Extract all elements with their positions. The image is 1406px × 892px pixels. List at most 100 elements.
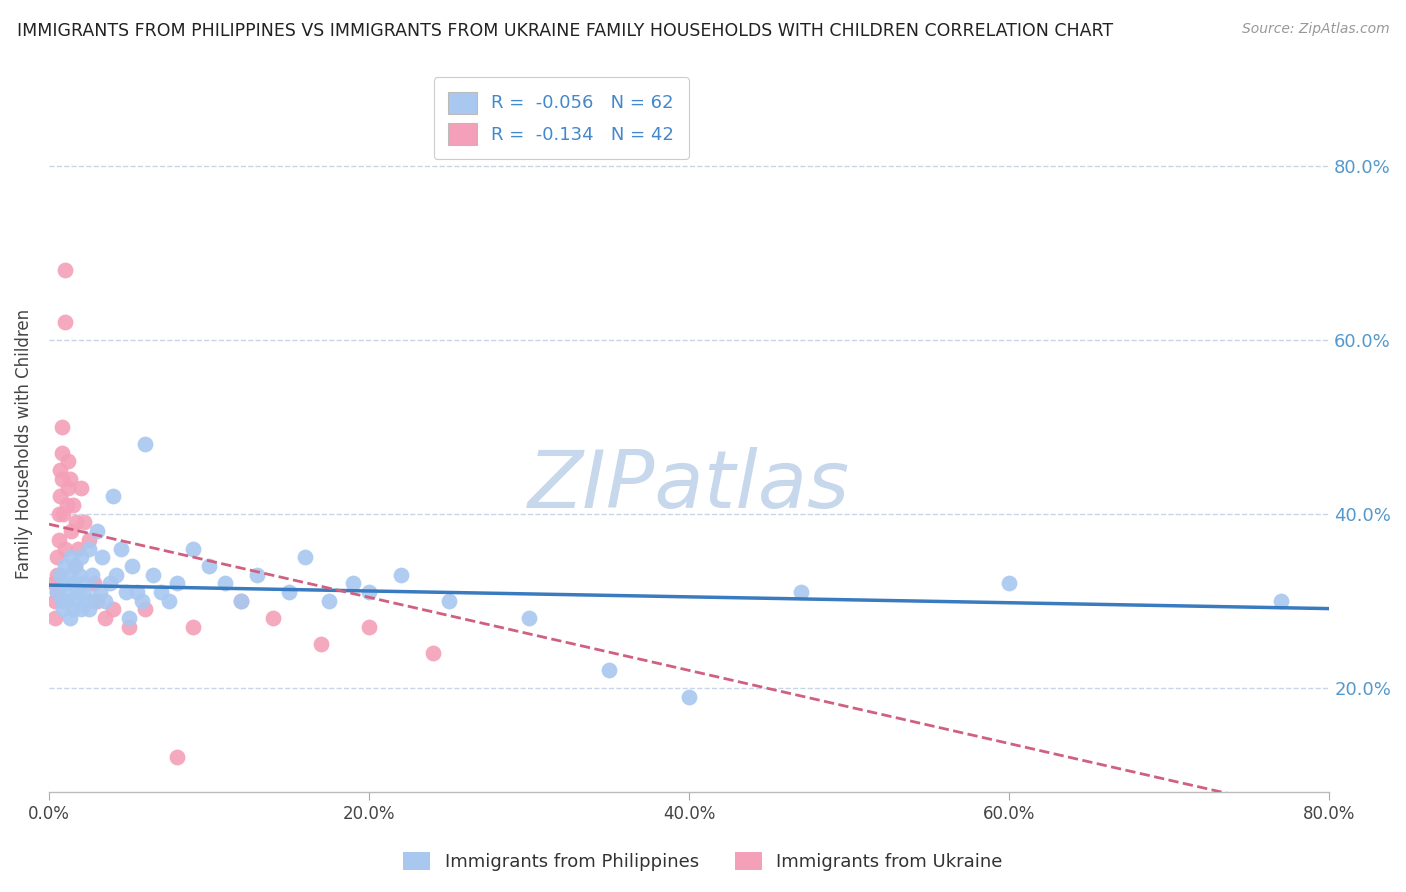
Point bbox=[55, 498, 77, 512]
Point bbox=[134, 437, 156, 451]
Y-axis label: Family Households with Children: Family Households with Children bbox=[15, 309, 32, 579]
Point bbox=[181, 620, 204, 634]
Point bbox=[46, 550, 69, 565]
Point bbox=[98, 576, 121, 591]
Legend: R =  -0.056   N = 62, R =  -0.134   N = 42: R = -0.056 N = 62, R = -0.134 N = 42 bbox=[433, 77, 689, 159]
Point bbox=[94, 594, 117, 608]
Point bbox=[49, 489, 72, 503]
Point bbox=[142, 567, 165, 582]
Point bbox=[157, 594, 180, 608]
Point bbox=[134, 602, 156, 616]
Point bbox=[53, 558, 76, 573]
Point bbox=[83, 594, 105, 608]
Point bbox=[73, 516, 96, 530]
Point bbox=[517, 611, 540, 625]
Point bbox=[56, 585, 79, 599]
Point bbox=[214, 576, 236, 591]
Point bbox=[51, 472, 73, 486]
Point bbox=[59, 611, 82, 625]
Point bbox=[90, 550, 112, 565]
Point bbox=[60, 524, 83, 538]
Point bbox=[246, 567, 269, 582]
Legend: Immigrants from Philippines, Immigrants from Ukraine: Immigrants from Philippines, Immigrants … bbox=[396, 845, 1010, 879]
Point bbox=[229, 594, 252, 608]
Point bbox=[53, 315, 76, 329]
Point bbox=[294, 550, 316, 565]
Point bbox=[56, 481, 79, 495]
Point bbox=[73, 585, 96, 599]
Point bbox=[62, 602, 84, 616]
Point bbox=[51, 446, 73, 460]
Point bbox=[59, 567, 82, 582]
Point bbox=[77, 533, 100, 547]
Point bbox=[121, 558, 143, 573]
Point bbox=[86, 594, 108, 608]
Point bbox=[83, 576, 105, 591]
Point bbox=[166, 576, 188, 591]
Point bbox=[357, 620, 380, 634]
Point bbox=[59, 472, 82, 486]
Point bbox=[118, 611, 141, 625]
Point bbox=[357, 585, 380, 599]
Point bbox=[51, 594, 73, 608]
Point bbox=[437, 594, 460, 608]
Point bbox=[55, 594, 77, 608]
Point bbox=[86, 524, 108, 538]
Point bbox=[65, 594, 87, 608]
Point bbox=[342, 576, 364, 591]
Point bbox=[72, 576, 94, 591]
Point bbox=[62, 576, 84, 591]
Point bbox=[65, 516, 87, 530]
Point bbox=[105, 567, 128, 582]
Point bbox=[53, 576, 76, 591]
Point bbox=[110, 541, 132, 556]
Point bbox=[678, 690, 700, 704]
Point bbox=[56, 454, 79, 468]
Point bbox=[66, 585, 89, 599]
Point bbox=[790, 585, 813, 599]
Point bbox=[318, 594, 340, 608]
Point bbox=[262, 611, 284, 625]
Point bbox=[389, 567, 412, 582]
Point bbox=[49, 463, 72, 477]
Point bbox=[278, 585, 301, 599]
Point bbox=[114, 585, 136, 599]
Point bbox=[181, 541, 204, 556]
Point bbox=[75, 594, 97, 608]
Point bbox=[150, 585, 173, 599]
Point bbox=[998, 576, 1021, 591]
Point bbox=[52, 507, 75, 521]
Text: Source: ZipAtlas.com: Source: ZipAtlas.com bbox=[1241, 22, 1389, 37]
Point bbox=[53, 541, 76, 556]
Point bbox=[49, 567, 72, 582]
Point bbox=[166, 750, 188, 764]
Point bbox=[82, 567, 104, 582]
Point bbox=[62, 498, 84, 512]
Point bbox=[101, 602, 124, 616]
Point bbox=[63, 558, 86, 573]
Point bbox=[598, 664, 620, 678]
Point bbox=[42, 576, 65, 591]
Point bbox=[131, 594, 153, 608]
Point bbox=[309, 637, 332, 651]
Point bbox=[46, 585, 69, 599]
Point bbox=[67, 567, 90, 582]
Point bbox=[48, 533, 70, 547]
Point bbox=[118, 620, 141, 634]
Point bbox=[422, 646, 444, 660]
Text: ZIPatlas: ZIPatlas bbox=[529, 447, 851, 524]
Point bbox=[198, 558, 221, 573]
Point bbox=[51, 419, 73, 434]
Point bbox=[101, 489, 124, 503]
Point bbox=[52, 602, 75, 616]
Point bbox=[70, 481, 93, 495]
Point bbox=[125, 585, 148, 599]
Point bbox=[229, 594, 252, 608]
Point bbox=[66, 541, 89, 556]
Point bbox=[70, 550, 93, 565]
Point bbox=[48, 507, 70, 521]
Point bbox=[1270, 594, 1292, 608]
Point bbox=[89, 585, 111, 599]
Point bbox=[77, 541, 100, 556]
Point bbox=[46, 585, 69, 599]
